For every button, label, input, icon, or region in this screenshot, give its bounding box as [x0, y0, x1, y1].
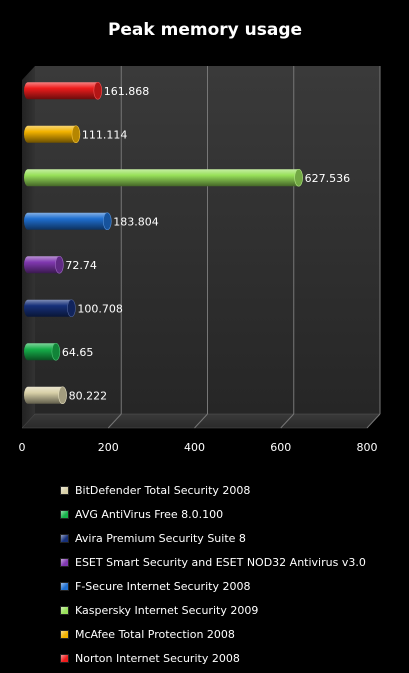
plot-side-wall	[22, 66, 35, 428]
legend-label: F-Secure Internet Security 2008	[75, 579, 251, 593]
gridline-floor	[107, 413, 122, 429]
x-axis-ticks: 0 200 400 600 800	[19, 441, 378, 454]
data-label: 183.804	[113, 215, 159, 228]
data-label: 100.708	[77, 302, 123, 315]
gridline-floor	[280, 413, 295, 429]
bar	[24, 125, 81, 144]
gridline-floor	[194, 413, 208, 429]
bar	[24, 168, 303, 187]
legend-label: Kaspersky Internet Security 2009	[75, 603, 259, 617]
chart-title: Peak memory usage	[108, 20, 302, 40]
data-label: 161.868	[104, 85, 150, 98]
legend-item: Avira Premium Security Suite 8	[60, 526, 366, 550]
gridlines	[107, 66, 381, 429]
legend-item: F-Secure Internet Security 2008	[60, 574, 366, 598]
legend: BitDefender Total Security 2008 AVG AntiV…	[60, 478, 366, 670]
legend-swatch	[60, 629, 69, 639]
data-label: 80.222	[69, 389, 108, 402]
legend-item: ESET Smart Security and ESET NOD32 Antiv…	[60, 550, 366, 574]
legend-item: BitDefender Total Security 2008	[60, 478, 366, 502]
bar	[24, 212, 112, 231]
gridline-floor	[366, 413, 381, 429]
bars	[24, 81, 303, 405]
legend-label: ESET Smart Security and ESET NOD32 Antiv…	[75, 555, 366, 569]
bar	[24, 81, 103, 100]
x-tick-label: 400	[184, 441, 205, 454]
legend-swatch	[60, 653, 69, 663]
legend-item: McAfee Total Protection 2008	[60, 622, 366, 646]
bar	[24, 299, 76, 318]
legend-swatch	[60, 581, 69, 591]
legend-label: AVG AntiVirus Free 8.0.100	[75, 507, 224, 521]
legend-swatch	[60, 605, 69, 615]
data-label: 627.536	[305, 172, 351, 185]
x-tick-label: 800	[357, 441, 378, 454]
legend-label: Avira Premium Security Suite 8	[75, 531, 246, 545]
data-labels: 80.222 64.65 100.708 72.74 183.804 627.536 111…	[62, 85, 350, 403]
legend-label: Norton Internet Security 2008	[75, 651, 240, 665]
legend-item: Norton Internet Security 2008	[60, 646, 366, 670]
x-tick-label: 600	[270, 441, 291, 454]
data-label: 72.74	[65, 259, 97, 272]
x-tick-label: 200	[98, 441, 119, 454]
bar	[24, 255, 64, 274]
legend-swatch	[60, 509, 69, 519]
data-label: 111.114	[82, 128, 128, 141]
legend-swatch	[60, 485, 69, 495]
x-tick-label: 0	[19, 441, 26, 454]
legend-label: McAfee Total Protection 2008	[75, 627, 235, 641]
legend-swatch	[60, 557, 69, 567]
bar	[24, 342, 61, 361]
data-label: 64.65	[62, 346, 93, 359]
legend-label: BitDefender Total Security 2008	[75, 483, 251, 497]
legend-item: AVG AntiVirus Free 8.0.100	[60, 502, 366, 526]
bar	[24, 386, 67, 405]
legend-swatch	[60, 533, 69, 543]
legend-item: Kaspersky Internet Security 2009	[60, 598, 366, 622]
